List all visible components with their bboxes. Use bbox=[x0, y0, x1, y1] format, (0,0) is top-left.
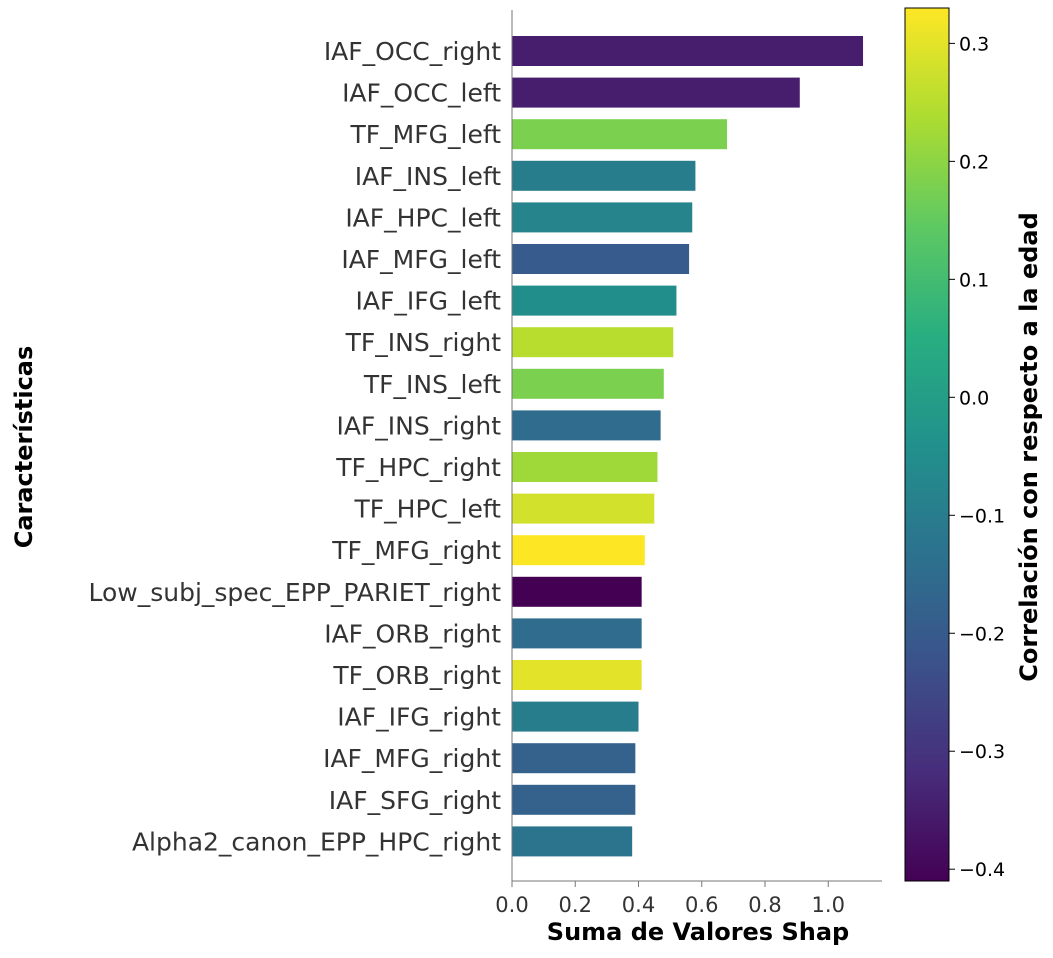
colorbar-tick-label: −0.2 bbox=[959, 623, 1005, 645]
x-tick-label: 0.0 bbox=[495, 893, 528, 917]
y-tick-label: IAF_SFG_right bbox=[329, 786, 501, 815]
x-axis-title: Suma de Valores Shap bbox=[547, 918, 849, 946]
colorbar-tick-label: 0.2 bbox=[959, 151, 989, 173]
y-tick-label: Alpha2_canon_EPP_HPC_right bbox=[132, 827, 501, 856]
bar-TF_MFG_right bbox=[512, 535, 645, 566]
bar-IAF_OCC_right bbox=[512, 36, 864, 66]
y-tick-label: TF_ORB_right bbox=[332, 661, 501, 690]
bar-IAF_HPC_left bbox=[512, 202, 693, 233]
y-tick-label: IAF_HPC_left bbox=[345, 203, 501, 232]
colorbar-tick-label: 0.0 bbox=[959, 387, 989, 409]
y-tick-label: IAF_INS_left bbox=[355, 162, 501, 191]
y-tick-label: IAF_MFG_left bbox=[341, 245, 501, 274]
bar-IAF_IFG_right bbox=[512, 701, 639, 732]
y-tick-label: IAF_OCC_right bbox=[324, 37, 501, 66]
colorbar-title: Correlación con respecto a la edad bbox=[1015, 212, 1043, 682]
y-tick-label: TF_MFG_left bbox=[350, 120, 502, 149]
y-tick-label: IAF_IFG_left bbox=[356, 287, 502, 316]
bar-TF_MFG_left bbox=[512, 119, 728, 150]
colorbar-tick-label: −0.4 bbox=[959, 859, 1005, 881]
bars-layer bbox=[512, 36, 864, 857]
bar-TF_HPC_right bbox=[512, 452, 658, 482]
colorbar-tick-label: −0.3 bbox=[959, 741, 1005, 763]
bar-IAF_MFG_right bbox=[512, 743, 636, 774]
y-tick-label: IAF_ORB_right bbox=[324, 619, 501, 648]
x-tick-label: 0.8 bbox=[748, 893, 781, 917]
x-tick-label: 1.0 bbox=[812, 893, 845, 917]
bar-TF_HPC_left bbox=[512, 493, 655, 524]
y-tick-label: TF_INS_right bbox=[345, 328, 502, 357]
x-tick-label: 0.6 bbox=[685, 893, 718, 917]
bar-Alpha2_canon_EPP_HPC_right bbox=[512, 826, 633, 857]
bar-TF_INS_right bbox=[512, 327, 674, 358]
bar-Low_subj_spec_EPP_PARIET_right bbox=[512, 576, 642, 607]
bar-TF_INS_left bbox=[512, 368, 664, 399]
colorbar: −0.4 −0.3 −0.2 −0.1 0.0 0.1 0.2 0.3 bbox=[904, 7, 1005, 882]
bar-IAF_ORB_right bbox=[512, 618, 642, 649]
bar-IAF_INS_left bbox=[512, 160, 696, 191]
y-tick-label: TF_MFG_right bbox=[331, 536, 501, 565]
bar-IAF_MFG_left bbox=[512, 244, 690, 274]
y-tick-label: IAF_OCC_left bbox=[342, 79, 501, 108]
colorbar-tick-label: 0.3 bbox=[959, 33, 989, 55]
y-tick-label: IAF_MFG_right bbox=[323, 744, 501, 773]
y-tick-labels: IAF_OCC_right IAF_OCC_left TF_MFG_left IAF_… bbox=[88, 37, 501, 856]
bar-IAF_SFG_right bbox=[512, 784, 636, 815]
y-tick-label: TF_INS_left bbox=[363, 370, 501, 399]
y-tick-label: IAF_INS_right bbox=[336, 411, 501, 440]
colorbar-gradient bbox=[904, 7, 950, 882]
bar-TF_ORB_right bbox=[512, 660, 642, 690]
x-tick-label: 0.4 bbox=[622, 893, 655, 917]
y-tick-label: TF_HPC_left bbox=[354, 495, 502, 524]
colorbar-tick-label: 0.1 bbox=[959, 269, 989, 291]
bar-IAF_INS_right bbox=[512, 410, 661, 441]
bar-IAF_IFG_left bbox=[512, 285, 677, 316]
colorbar-tick-label: −0.1 bbox=[959, 505, 1005, 527]
y-axis-title: Características bbox=[10, 346, 38, 549]
bar-IAF_OCC_left bbox=[512, 77, 800, 108]
x-axis: 0.0 0.2 0.4 0.6 0.8 1.0 bbox=[495, 881, 845, 917]
y-tick-label: Low_subj_spec_EPP_PARIET_right bbox=[88, 578, 501, 607]
y-tick-label: TF_HPC_right bbox=[335, 453, 501, 482]
y-tick-label: IAF_IFG_right bbox=[337, 703, 501, 732]
x-tick-label: 0.2 bbox=[559, 893, 592, 917]
